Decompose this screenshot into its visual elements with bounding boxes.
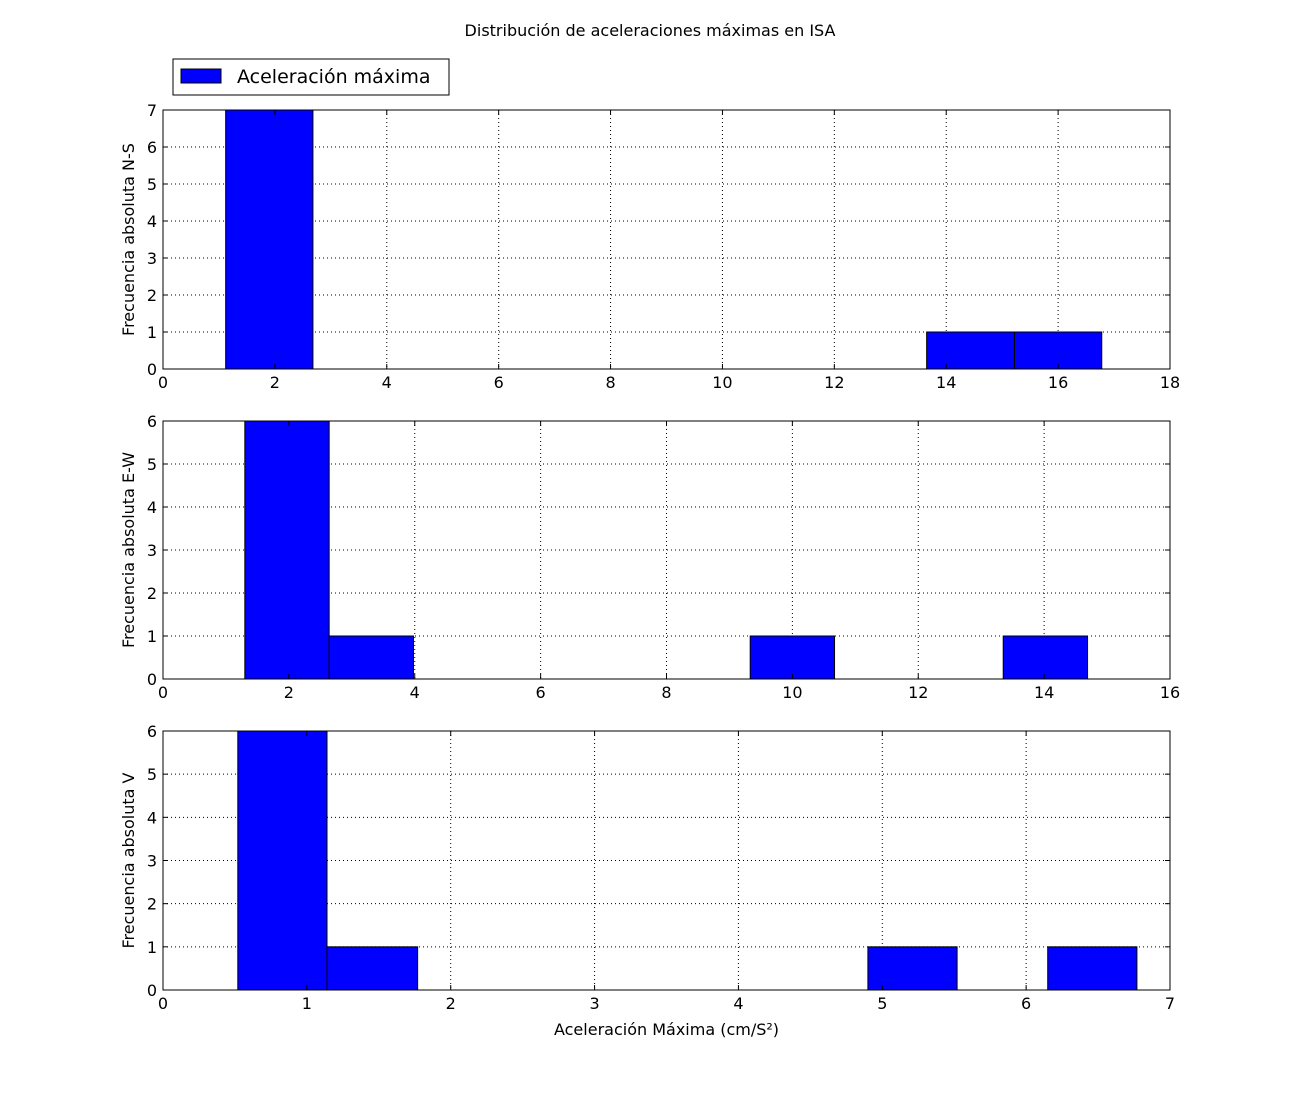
v-x-tick-label: 3 [589,994,599,1013]
v-y-tick-label: 6 [147,722,157,741]
v-x-tick-label: 2 [446,994,456,1013]
v-y-tick-label: 5 [147,765,157,784]
ns-x-tick-label: 8 [605,373,615,392]
ns-y-tick-label: 1 [147,323,157,342]
ns-bar [1013,331,1103,370]
ns-y-tick-label: 5 [147,175,157,194]
ns-y-tick-label: 6 [147,138,157,157]
v-y-tick-label: 4 [147,808,157,827]
legend-label: Aceleración máxima [237,66,430,88]
ew-x-tick-label: 4 [410,683,420,702]
v-y-tick-label: 2 [147,895,157,914]
v-y-tick-label: 3 [147,852,157,871]
ns-bar [926,331,1015,370]
v-bar [326,946,419,991]
ns-y-tick-label: 3 [147,249,157,268]
ns-x-tick-label: 16 [1048,373,1068,392]
panel-v: 0 1 2 3 4 5 6 7 0 1 2 3 4 5 6 Frecuencia absoluta V Acel… [119,722,1175,1039]
ew-bar [1002,635,1089,680]
ns-x-tick-label: 6 [494,373,504,392]
ns-y-axis-label: Frecuencia absoluta N-S [119,143,138,336]
ns-x-tick-label: 12 [824,373,844,392]
ns-x-tick-label: 14 [936,373,956,392]
v-x-tick-label: 7 [1165,994,1175,1013]
ew-x-tick-label: 10 [782,683,802,702]
ew-bar [328,635,414,680]
ew-x-tick-label: 6 [536,683,546,702]
ew-bar [749,635,836,680]
ew-y-tick-label: 1 [147,627,157,646]
ns-x-tick-label: 18 [1160,373,1180,392]
v-x-tick-label: 4 [733,994,743,1013]
ew-y-tick-label: 6 [147,412,157,431]
ns-y-tick-label: 2 [147,286,157,305]
v-y-tick-label: 1 [147,938,157,957]
v-x-tick-label: 0 [158,994,168,1013]
v-bar [237,730,328,991]
ew-x-tick-label: 0 [158,683,168,702]
ew-y-tick-label: 5 [147,455,157,474]
ns-axes-frame [162,109,1171,370]
ns-x-tick-label: 2 [270,373,280,392]
v-x-tick-label: 5 [877,994,887,1013]
v-x-axis-label: Aceleración Máxima (cm/S²) [554,1020,779,1039]
ew-y-tick-label: 2 [147,584,157,603]
figure-title: Distribución de aceleraciones máximas en… [465,21,836,40]
ns-y-tick-label: 7 [147,101,157,120]
legend: Aceleración máxima [172,58,450,96]
ew-y-tick-label: 3 [147,541,157,560]
ew-x-tick-label: 12 [908,683,928,702]
ew-x-tick-label: 16 [1160,683,1180,702]
ew-x-tick-label: 2 [284,683,294,702]
ns-x-tick-label: 0 [158,373,168,392]
ns-x-tick-label: 10 [712,373,732,392]
ns-x-tick-label: 4 [382,373,392,392]
legend-swatch [180,68,222,84]
ew-x-tick-label: 14 [1034,683,1054,702]
v-x-tick-label: 6 [1021,994,1031,1013]
v-y-tick-label: 0 [147,981,157,1000]
ew-y-tick-label: 4 [147,498,157,517]
ew-x-tick-label: 8 [661,683,671,702]
ns-y-tick-label: 4 [147,212,157,231]
ew-bar [244,420,330,680]
v-x-tick-label: 1 [302,994,312,1013]
v-y-axis-label: Frecuencia absoluta V [119,772,138,948]
ew-y-tick-label: 0 [147,670,157,689]
v-bar [867,946,958,991]
ns-bar [225,109,314,370]
ew-y-axis-label: Frecuencia absoluta E-W [119,452,138,648]
v-bar [1047,946,1138,991]
ns-y-tick-label: 0 [147,360,157,379]
